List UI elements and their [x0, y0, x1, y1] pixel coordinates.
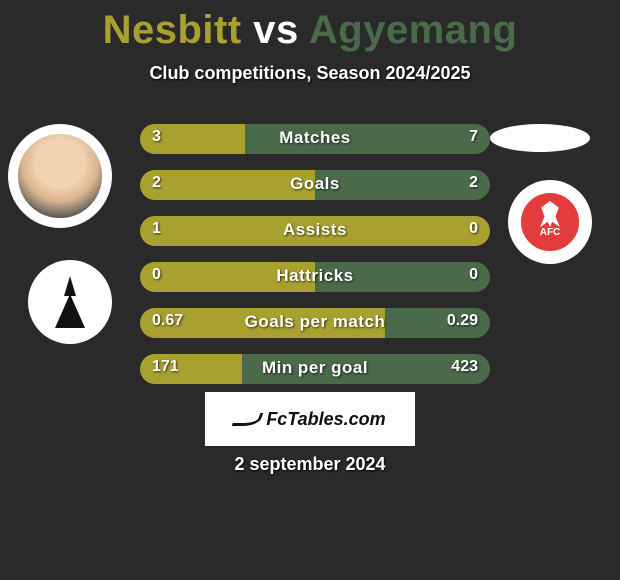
logo-text: FcTables.com [266, 409, 385, 430]
stat-bar: Goals2 2 [140, 170, 490, 200]
date-label: 2 september 2024 [0, 454, 620, 475]
stat-value-right: 0 [469, 266, 478, 284]
stat-bar: Hattricks0 0 [140, 262, 490, 292]
title-vs: vs [242, 8, 309, 52]
stat-label: Goals per match [140, 312, 490, 332]
stat-label: Min per goal [140, 358, 490, 378]
crest-icon [515, 187, 585, 257]
title-player2: Agyemang [309, 8, 518, 52]
page-title: Nesbitt vs Agyemang [0, 0, 620, 53]
stat-value-left: 0 [152, 266, 161, 284]
comparison-bars: Matches37Goals22Assists10Hattricks00Goal… [140, 124, 490, 400]
tower-icon [53, 276, 87, 328]
stat-value-left: 2 [152, 174, 161, 192]
face-icon [18, 134, 101, 217]
stat-bar: Matches3 7 [140, 124, 490, 154]
stat-value-right: 2 [469, 174, 478, 192]
stat-value-right: 0.29 [447, 312, 478, 330]
stat-value-left: 171 [152, 358, 179, 376]
title-player1: Nesbitt [103, 8, 242, 52]
player1-club-badge [28, 260, 112, 344]
stat-label: Hattricks [140, 266, 490, 286]
stat-value-right: 423 [451, 358, 478, 376]
stat-label: Goals [140, 174, 490, 194]
stat-value-left: 1 [152, 220, 161, 238]
player2-avatar [490, 124, 590, 152]
stat-label: Matches [140, 128, 490, 148]
player2-club-badge [508, 180, 592, 264]
swoosh-icon [234, 409, 260, 429]
stat-value-right: 0 [469, 220, 478, 238]
source-logo: FcTables.com [205, 392, 415, 446]
stat-bar: Assists1 0 [140, 216, 490, 246]
stat-bar: Min per goal171 423 [140, 354, 490, 384]
stat-label: Assists [140, 220, 490, 240]
stat-value-right: 7 [469, 128, 478, 146]
stat-value-left: 3 [152, 128, 161, 146]
stat-value-left: 0.67 [152, 312, 183, 330]
player1-avatar [8, 124, 112, 228]
stat-bar: Goals per match0.67 0.29 [140, 308, 490, 338]
subtitle: Club competitions, Season 2024/2025 [0, 63, 620, 84]
